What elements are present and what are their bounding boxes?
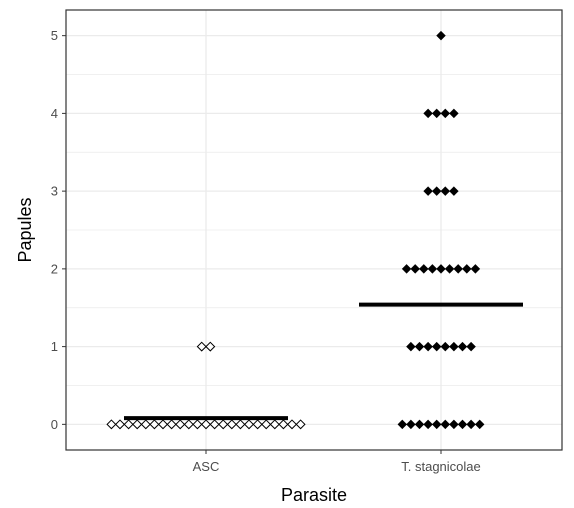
- data-point: [436, 30, 446, 41]
- data-point: [295, 419, 306, 430]
- data-point: [196, 341, 207, 352]
- y-tick-label: 3: [51, 184, 58, 199]
- data-point: [278, 419, 289, 430]
- data-point: [252, 419, 263, 430]
- data-point: [106, 419, 117, 430]
- y-tick-label: 2: [51, 261, 58, 276]
- data-point: [192, 419, 203, 430]
- y-axis-title: Papules: [15, 197, 35, 262]
- data-point: [114, 419, 126, 430]
- data-point: [462, 264, 472, 274]
- mean-lines: [124, 302, 523, 421]
- data-point: [423, 341, 433, 352]
- y-tick-label: 5: [51, 28, 58, 43]
- data-point: [269, 419, 280, 430]
- y-tick-label: 4: [51, 106, 58, 121]
- data-point: [235, 419, 246, 430]
- data-point: [470, 264, 481, 274]
- data-point: [205, 341, 216, 352]
- data-point: [431, 419, 442, 430]
- data-point: [401, 264, 412, 274]
- data-point: [397, 419, 408, 430]
- data-point: [449, 341, 459, 352]
- axes: 0 1 2 3 4 5 ASC T. stagnicolae: [51, 28, 481, 474]
- data-point: [449, 186, 459, 196]
- data-point: [431, 341, 442, 352]
- data-point: [243, 419, 255, 430]
- data-point: [423, 419, 433, 430]
- data-point: [453, 264, 463, 274]
- data-point: [261, 419, 272, 430]
- data-point: [406, 341, 416, 352]
- data-points: [106, 30, 485, 430]
- data-point: [200, 419, 212, 430]
- data-point: [440, 108, 451, 119]
- data-point: [209, 419, 220, 430]
- data-point: [414, 419, 425, 430]
- data-point: [466, 419, 476, 430]
- data-point: [226, 419, 237, 430]
- data-point: [414, 341, 425, 352]
- data-point: [440, 419, 451, 430]
- data-point: [474, 419, 485, 430]
- x-tick-label: T. stagnicolae: [401, 459, 481, 474]
- data-point: [183, 419, 194, 430]
- x-axis-title: Parasite: [281, 485, 347, 505]
- y-tick-label: 1: [51, 339, 58, 354]
- data-point: [132, 419, 143, 430]
- data-point: [123, 419, 134, 430]
- data-point: [166, 419, 177, 430]
- data-point: [286, 419, 298, 430]
- data-point: [436, 264, 446, 274]
- data-point: [457, 341, 468, 352]
- data-point: [431, 108, 442, 119]
- data-point: [427, 264, 438, 274]
- data-point: [175, 419, 186, 430]
- y-tick-label: 0: [51, 417, 58, 432]
- data-point: [466, 341, 476, 352]
- data-point: [157, 419, 169, 430]
- data-point: [140, 419, 151, 430]
- data-point: [218, 419, 229, 430]
- panel-border: [65, 9, 563, 451]
- x-tick-label: ASC: [193, 459, 220, 474]
- data-point: [419, 264, 429, 274]
- data-point: [440, 186, 451, 196]
- data-point: [423, 108, 433, 119]
- data-point: [406, 419, 416, 430]
- grid-lines: [66, 10, 562, 450]
- data-point: [423, 186, 433, 196]
- data-point: [149, 419, 160, 430]
- data-point: [449, 419, 459, 430]
- data-point: [431, 186, 442, 196]
- data-point: [410, 264, 420, 274]
- data-point: [440, 341, 451, 352]
- data-point: [444, 264, 455, 274]
- data-point: [449, 108, 459, 119]
- data-point: [457, 419, 468, 430]
